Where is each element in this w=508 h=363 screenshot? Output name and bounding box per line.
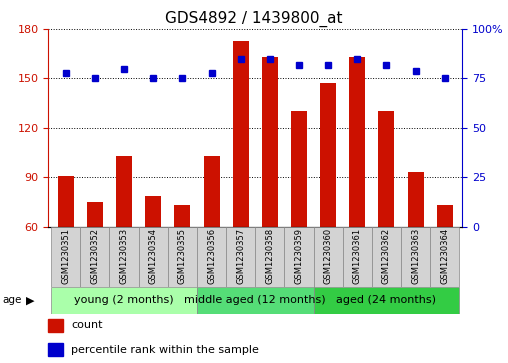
Text: middle aged (12 months): middle aged (12 months) — [184, 295, 326, 305]
FancyBboxPatch shape — [372, 227, 401, 287]
FancyBboxPatch shape — [256, 227, 284, 287]
Bar — [378, 111, 395, 227]
FancyBboxPatch shape — [313, 227, 343, 287]
Text: aged (24 months): aged (24 months) — [336, 295, 436, 305]
FancyBboxPatch shape — [80, 227, 110, 287]
Bar — [48, 343, 63, 356]
FancyBboxPatch shape — [139, 227, 168, 287]
Text: percentile rank within the sample: percentile rank within the sample — [71, 345, 259, 355]
Bar — [145, 196, 161, 227]
FancyBboxPatch shape — [51, 227, 80, 287]
Text: GDS4892 / 1439800_at: GDS4892 / 1439800_at — [165, 11, 343, 27]
Bar — [437, 205, 453, 227]
Text: GSM1230354: GSM1230354 — [149, 228, 157, 284]
FancyBboxPatch shape — [313, 287, 459, 314]
Bar — [58, 176, 74, 227]
Bar — [320, 83, 336, 227]
Bar — [407, 172, 424, 227]
FancyBboxPatch shape — [284, 227, 313, 287]
Bar — [233, 41, 249, 227]
Bar — [174, 205, 190, 227]
FancyBboxPatch shape — [197, 227, 226, 287]
Bar — [116, 156, 132, 227]
Text: GSM1230351: GSM1230351 — [61, 228, 70, 284]
Text: GSM1230355: GSM1230355 — [178, 228, 187, 284]
Text: GSM1230356: GSM1230356 — [207, 228, 216, 284]
Bar — [350, 57, 365, 227]
FancyBboxPatch shape — [51, 287, 197, 314]
Text: young (2 months): young (2 months) — [74, 295, 174, 305]
Text: GSM1230362: GSM1230362 — [382, 228, 391, 284]
Text: GSM1230364: GSM1230364 — [440, 228, 449, 284]
Bar — [204, 156, 219, 227]
FancyBboxPatch shape — [168, 227, 197, 287]
Text: ▶: ▶ — [26, 295, 35, 305]
Text: GSM1230359: GSM1230359 — [295, 228, 303, 284]
FancyBboxPatch shape — [430, 227, 459, 287]
FancyBboxPatch shape — [197, 287, 313, 314]
Text: age: age — [3, 295, 22, 305]
Text: count: count — [71, 320, 103, 330]
Text: GSM1230358: GSM1230358 — [265, 228, 274, 284]
FancyBboxPatch shape — [110, 227, 139, 287]
FancyBboxPatch shape — [343, 227, 372, 287]
Text: GSM1230353: GSM1230353 — [119, 228, 129, 284]
Bar — [262, 57, 278, 227]
FancyBboxPatch shape — [226, 227, 256, 287]
Text: GSM1230360: GSM1230360 — [324, 228, 333, 284]
FancyBboxPatch shape — [401, 227, 430, 287]
Text: GSM1230361: GSM1230361 — [353, 228, 362, 284]
Text: GSM1230352: GSM1230352 — [90, 228, 100, 284]
Bar — [291, 111, 307, 227]
Bar — [87, 202, 103, 227]
Bar — [48, 319, 63, 332]
Text: GSM1230363: GSM1230363 — [411, 228, 420, 284]
Text: GSM1230357: GSM1230357 — [236, 228, 245, 284]
